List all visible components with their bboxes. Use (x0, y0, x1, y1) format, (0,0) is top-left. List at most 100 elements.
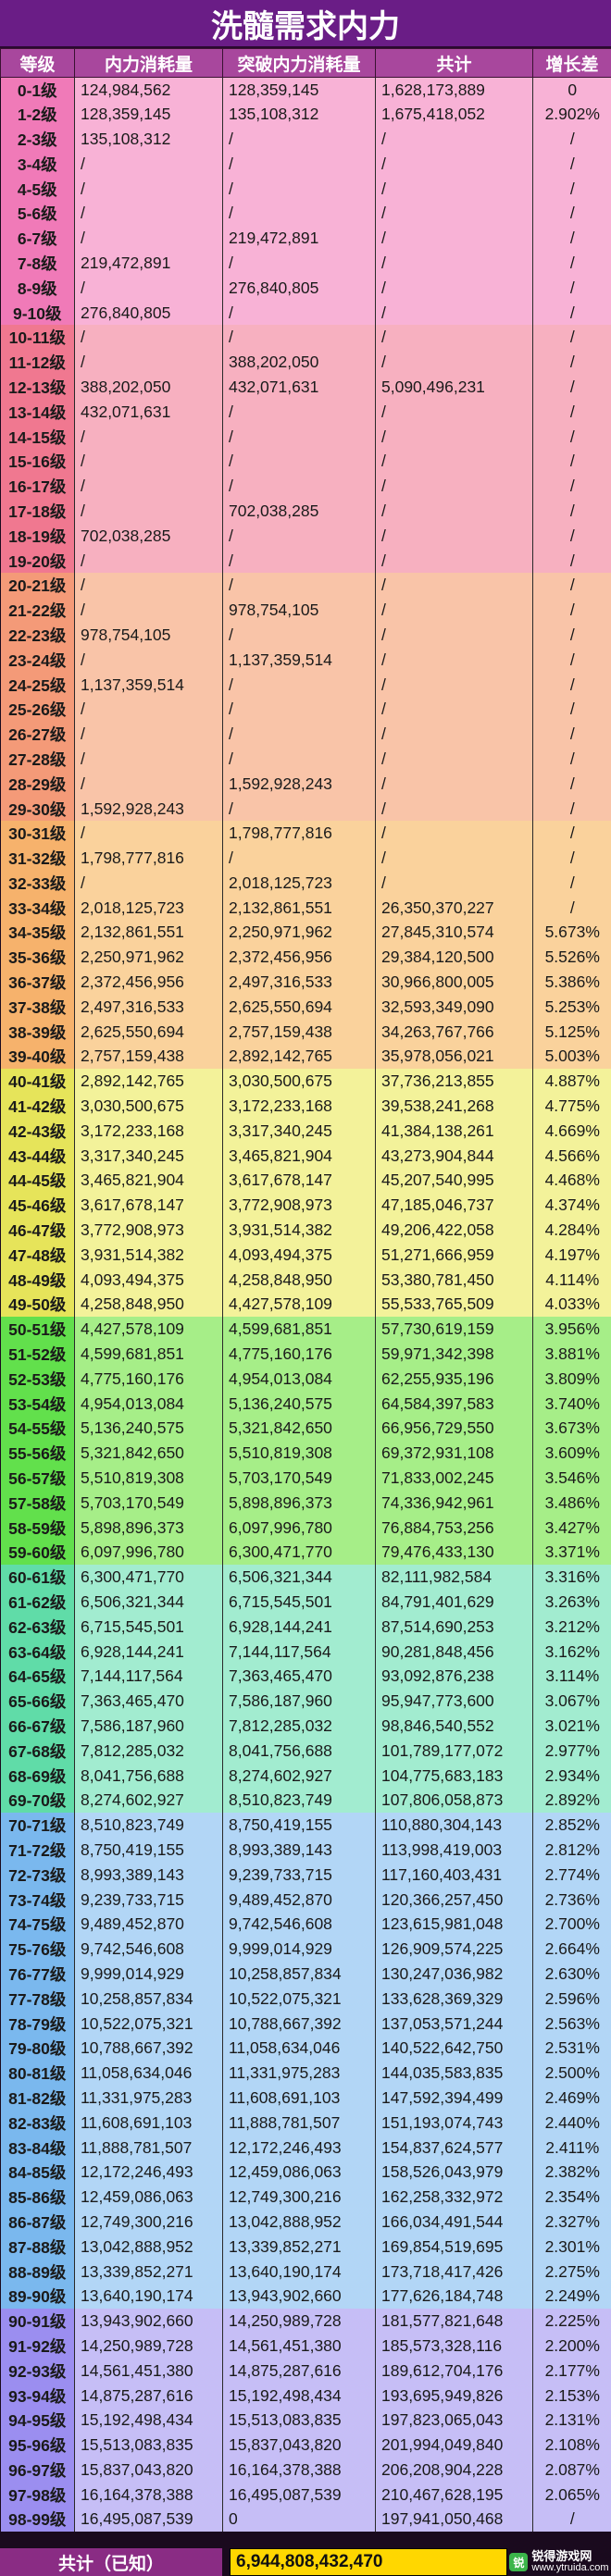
cell-neili: / (74, 201, 223, 227)
cell-neili: 2,497,316,533 (74, 994, 223, 1020)
cell-level: 6-7级 (0, 226, 75, 252)
cell-level: 57-58级 (0, 1490, 75, 1516)
cell-level: 76-77级 (0, 1962, 75, 1987)
table-row: 36-37级 2,372,456,956 2,497,316,533 30,966,8… (0, 970, 611, 995)
cell-total: / (375, 548, 533, 574)
cell-total: / (375, 474, 533, 500)
summary-label: 共计（已知） (0, 2548, 222, 2576)
cell-tupo: 8,041,756,688 (222, 1738, 376, 1764)
cell-increase: 3.021% (532, 1714, 611, 1739)
table-row: 92-93级 14,561,451,380 14,875,287,616 189,61… (0, 2358, 611, 2384)
cell-increase: 3.486% (532, 1490, 611, 1516)
cell-level: 86-87级 (0, 2210, 75, 2235)
table-row: 27-28级 / / / / (0, 747, 611, 772)
cell-total: / (375, 499, 533, 524)
cell-increase: / (532, 573, 611, 599)
cell-neili: 10,522,075,321 (74, 2011, 223, 2037)
cell-total: 71,833,002,245 (375, 1466, 533, 1491)
table-row: 96-97级 15,837,043,820 16,164,378,388 206,20… (0, 2458, 611, 2483)
cell-neili: 9,489,452,870 (74, 1912, 223, 1938)
table-row: 59-60级 6,097,996,780 6,300,471,770 79,476,4… (0, 1540, 611, 1566)
cell-increase: / (532, 375, 611, 400)
cell-tupo: 978,754,105 (222, 598, 376, 624)
cell-increase: 5.526% (532, 945, 611, 971)
cell-tupo: 2,372,456,956 (222, 945, 376, 971)
table-row: 28-29级/1,592,928,243// (0, 771, 611, 797)
watermark-site: www.ytruida.com (531, 2562, 609, 2573)
cell-neili: / (74, 647, 223, 673)
cell-total: 126,909,574,225 (375, 1937, 533, 1963)
cell-total: 107,806,058,873 (375, 1788, 533, 1814)
cell-total: 144,035,583,835 (375, 2061, 533, 2087)
cell-total: / (375, 771, 533, 797)
watermark: 锐 锐得游戏网 www.ytruida.com (507, 2548, 611, 2576)
cell-level: 40-41级 (0, 1069, 75, 1095)
cell-neili: 388,202,050 (74, 375, 223, 400)
cell-level: 64-65级 (0, 1664, 75, 1690)
cell-increase: 4.468% (532, 1168, 611, 1194)
cell-level: 26-27级 (0, 722, 75, 748)
table-row: 63-64级 6,928,144,241 7,144,117,564 90,281,8… (0, 1639, 611, 1665)
table-row: 62-63级 6,715,545,501 6,928,144,241 87,514,6… (0, 1614, 611, 1640)
table-row: 42-43级 3,172,233,168 3,317,340,245 41,384,1… (0, 1118, 611, 1144)
table-row: 11-12级/388,202,050// (0, 350, 611, 376)
cell-total: 113,998,419,003 (375, 1838, 533, 1863)
cell-increase: 2.249% (532, 2284, 611, 2310)
cell-level: 91-92级 (0, 2334, 75, 2359)
cell-neili: 4,775,160,176 (74, 1366, 223, 1392)
cell-increase: 4.887% (532, 1069, 611, 1095)
cell-tupo: 5,136,240,575 (222, 1391, 376, 1417)
cell-increase: 2.275% (532, 2259, 611, 2285)
cell-tupo: 2,250,971,962 (222, 920, 376, 946)
table-row: 98-99级 16,495,087,539 0 197,941,050,468/ (0, 2507, 611, 2533)
cell-level: 39-40级 (0, 1044, 75, 1070)
cell-level: 96-97级 (0, 2458, 75, 2483)
cell-level: 1-2级 (0, 102, 75, 128)
table-row: 43-44级 3,317,340,245 3,465,821,904 43,273,9… (0, 1143, 611, 1169)
cell-tupo: 388,202,050 (222, 350, 376, 376)
cell-tupo: 8,510,823,749 (222, 1788, 376, 1814)
cell-level: 43-44级 (0, 1143, 75, 1169)
cell-level: 59-60级 (0, 1540, 75, 1566)
cell-neili: 14,250,989,728 (74, 2334, 223, 2359)
cell-level: 47-48级 (0, 1242, 75, 1268)
cell-level: 18-19级 (0, 523, 75, 549)
cell-tupo: 7,586,187,960 (222, 1689, 376, 1715)
cell-neili: / (74, 871, 223, 896)
table-row: 91-92级 14,250,989,728 14,561,451,380 185,57… (0, 2334, 611, 2359)
cell-total: / (375, 598, 533, 624)
cell-total: 43,273,904,844 (375, 1143, 533, 1169)
cell-tupo: / (222, 325, 376, 351)
table-row: 37-38级 2,497,316,533 2,625,550,694 32,593,3… (0, 994, 611, 1020)
cell-level: 53-54级 (0, 1391, 75, 1417)
cell-increase: 5.673% (532, 920, 611, 946)
cell-increase: 2.902% (532, 102, 611, 128)
table-row: 94-95级 15,192,498,434 15,513,083,835 197,82… (0, 2408, 611, 2434)
table-row: 0-1级 124,984,562 128,359,145 1,628,173,889 0 (0, 77, 611, 103)
table-header-row: 等级 内力消耗量 突破内力消耗量 共计 增长差 (0, 48, 611, 78)
cell-tupo: / (222, 399, 376, 425)
cell-increase: / (532, 747, 611, 772)
summary-row: 共计（已知） 6,944,808,432,470 锐 锐得游戏网 www.ytr… (0, 2548, 611, 2576)
cell-neili: 2,892,142,765 (74, 1069, 223, 1095)
cell-increase: 2.852% (532, 1813, 611, 1839)
table-row: 60-61级 6,300,471,770 6,506,321,344 82,111,9… (0, 1565, 611, 1591)
table-row: 30-31级/1,798,777,816// (0, 821, 611, 847)
cell-tupo: 1,137,359,514 (222, 647, 376, 673)
cell-increase: / (532, 895, 611, 921)
table-row: 61-62级 6,506,321,344 6,715,545,501 84,791,4… (0, 1590, 611, 1615)
cell-neili: 15,513,083,835 (74, 2433, 223, 2458)
table-row: 33-34级 2,018,125,723 2,132,861,551 26,350,3… (0, 895, 611, 921)
table-row: 64-65级 7,144,117,564 7,363,465,470 93,092,8… (0, 1664, 611, 1690)
cell-tupo: 9,999,014,929 (222, 1937, 376, 1963)
table-row: 93-94级 14,875,287,616 15,192,498,434 193,69… (0, 2383, 611, 2409)
cell-total: 41,384,138,261 (375, 1118, 533, 1144)
table-row: 55-56级 5,321,842,650 5,510,819,308 69,372,9… (0, 1441, 611, 1467)
cell-level: 44-45级 (0, 1168, 75, 1194)
cell-neili: 14,561,451,380 (74, 2358, 223, 2384)
cell-level: 87-88级 (0, 2234, 75, 2260)
cell-neili: 11,058,634,046 (74, 2061, 223, 2087)
cell-total: 37,736,213,855 (375, 1069, 533, 1095)
cell-total: 173,718,417,426 (375, 2259, 533, 2285)
